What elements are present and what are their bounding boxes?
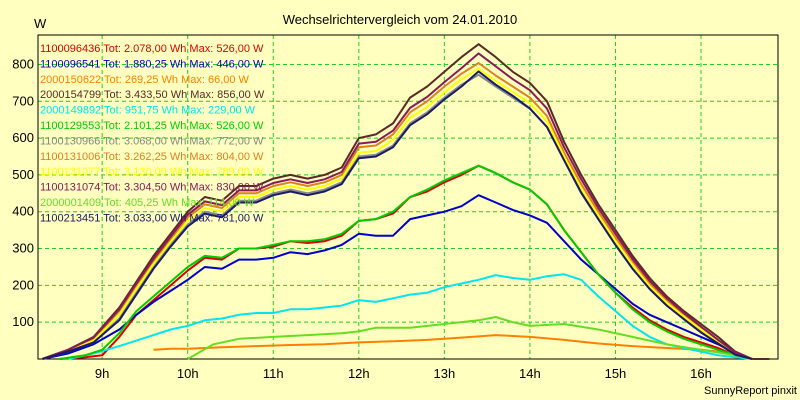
legend-entry: 1100096541 Tot: 1.880,25 Wh Max: 446,00 … xyxy=(40,58,264,70)
plot-frame xyxy=(37,34,779,360)
series-line xyxy=(41,62,753,360)
legend-entry: 1100213451 Tot: 3.033,00 Wh Max: 781,00 … xyxy=(40,212,264,224)
chart-title: Wechselrichtervergleich vom 24.01.2010 xyxy=(283,12,518,27)
series-line xyxy=(153,334,753,360)
y-tick-label: 500 xyxy=(12,167,34,182)
legend-entry: 2000150622 Tot: 269,25 Wh Max: 66,00 W xyxy=(40,74,250,86)
axes: 100 200 300 400 500 600 700 800 9h 10h 11h 12h 13h 14… xyxy=(12,34,779,381)
series-line xyxy=(41,52,753,360)
legend-entry: 2000149892 Tot: 951,75 Wh Max: 229,00 W xyxy=(40,105,256,117)
legend-entry: 1100131006 Tot: 3.262,25 Wh Max: 804,00 … xyxy=(40,151,264,163)
series-line xyxy=(59,164,753,360)
series-lines xyxy=(41,43,770,360)
x-tick-label: 15h xyxy=(605,366,627,381)
legend-entry: 1100131074 Tot: 3.304,50 Wh Max: 830,00 … xyxy=(40,182,264,194)
y-tick-label: 600 xyxy=(12,130,34,145)
legend-entry: 1100096436 Tot: 2.078,00 Wh Max: 526,00 … xyxy=(40,43,264,55)
y-axis-label: W xyxy=(34,16,47,31)
x-tick-label: 12h xyxy=(348,366,370,381)
x-tick-label: 9h xyxy=(95,366,109,381)
series-line xyxy=(187,316,753,360)
series-line xyxy=(59,164,753,360)
y-tick-label: 200 xyxy=(12,277,34,292)
legend-entry: 1100130966 Tot: 3.068,00 Wh Max: 772,00 … xyxy=(40,135,264,147)
series-line xyxy=(42,70,753,360)
x-tick-label: 14h xyxy=(519,366,541,381)
y-tick-label: 700 xyxy=(12,93,34,108)
x-tick-label: 11h xyxy=(263,366,284,381)
legend-entry: 2000154799 Tot: 3.433,50 Wh Max: 856,00 … xyxy=(40,89,265,101)
x-tick-label: 13h xyxy=(434,366,456,381)
x-tick-label: 16h xyxy=(690,366,712,381)
y-tick-label: 800 xyxy=(12,56,34,71)
y-tick-label: 300 xyxy=(12,241,34,256)
legend-entry: 1100131077 Tot: 3.130,00 Wh Max: 789,00 … xyxy=(40,166,264,178)
y-tick-label: 100 xyxy=(12,314,34,329)
series-line xyxy=(41,43,770,360)
series-line xyxy=(42,194,753,360)
legend-entry: 2000001409 Tot: 405,25 Wh Max: 114,00 W xyxy=(40,197,255,209)
series-line xyxy=(67,273,753,360)
footer-credit: SunnyReport pinxit xyxy=(704,385,797,397)
series-line xyxy=(41,67,753,360)
y-tick-label: 400 xyxy=(12,204,34,219)
x-tick-label: 10h xyxy=(177,366,199,381)
legend: 1100096436 Tot: 2.078,00 Wh Max: 526,00 … xyxy=(40,43,265,224)
legend-entry: 1100129553 Tot: 2.101,25 Wh Max: 526,00 … xyxy=(40,120,264,132)
